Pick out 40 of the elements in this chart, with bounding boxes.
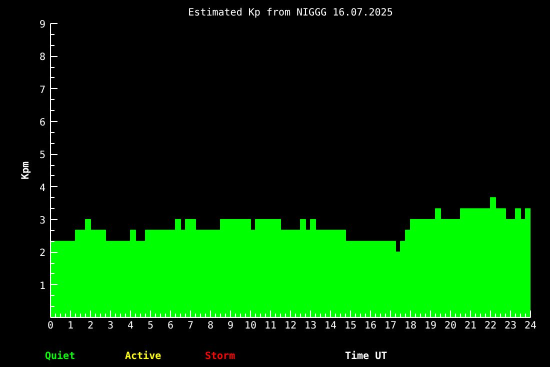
x-tick-label: 0 (47, 320, 54, 332)
y-tick-label: 2 (39, 248, 46, 260)
x-axis-title: Time UT (345, 350, 388, 364)
legend-label: Storm (205, 350, 236, 364)
x-tick-label: 11 (264, 320, 277, 332)
x-tick-label: 23 (504, 320, 517, 332)
x-tick-label: 5 (147, 320, 154, 332)
x-tick-label: 2 (87, 320, 94, 332)
chart-title: Estimated Kp from NIGGG 16.07.2025 (188, 8, 393, 18)
x-tick-label: 20 (444, 320, 457, 332)
x-tick-label: 9 (227, 320, 234, 332)
y-tick-label: 5 (39, 150, 46, 162)
x-tick-label: 3 (107, 320, 114, 332)
x-tick-label: 8 (207, 320, 214, 332)
x-tick-label: 10 (244, 320, 257, 332)
x-tick-label: 18 (404, 320, 417, 332)
x-tick-label: 22 (484, 320, 497, 332)
x-tick-label: 7 (187, 320, 194, 332)
y-tick-label: 1 (39, 280, 46, 292)
x-tick-label: 13 (304, 320, 317, 332)
legend-label: Active (125, 350, 162, 364)
x-tick-label: 1 (67, 320, 74, 332)
y-tick-label: 9 (39, 20, 46, 30)
x-tick-label: 6 (167, 320, 174, 332)
y-axis-title: Kpm (20, 161, 32, 180)
x-tick-label: 4 (127, 320, 134, 332)
x-tick-label: 24 (524, 320, 537, 332)
x-tick-label: 17 (384, 320, 397, 332)
x-tick-label: 12 (284, 320, 297, 332)
x-tick-label: 21 (464, 320, 477, 332)
x-tick-label: 16 (364, 320, 377, 332)
y-tick-label: 4 (39, 182, 46, 194)
text: Quiet (45, 350, 76, 364)
x-tick-label: 19 (424, 320, 437, 332)
y-tick-label: 7 (39, 84, 46, 96)
y-tick-label: 3 (39, 216, 46, 226)
y-tick-label: 6 (39, 118, 46, 128)
x-tick-label: 15 (344, 320, 357, 332)
y-tick-label: 8 (39, 52, 46, 64)
x-tick-label: 14 (324, 320, 337, 332)
